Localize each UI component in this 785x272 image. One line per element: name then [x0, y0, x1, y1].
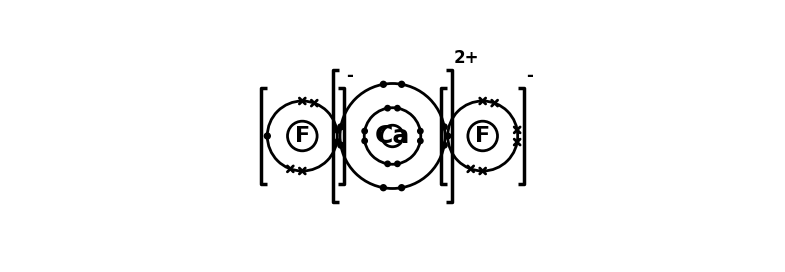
Circle shape — [395, 106, 400, 111]
Circle shape — [381, 81, 386, 87]
Circle shape — [385, 161, 390, 166]
Text: F: F — [475, 126, 491, 146]
Circle shape — [441, 142, 447, 148]
Circle shape — [362, 138, 367, 144]
Circle shape — [399, 185, 404, 191]
Circle shape — [362, 128, 367, 134]
Circle shape — [338, 142, 344, 148]
Circle shape — [381, 185, 386, 191]
Text: Ca: Ca — [374, 124, 411, 148]
Text: F: F — [294, 126, 310, 146]
Circle shape — [445, 133, 451, 139]
Circle shape — [441, 124, 447, 130]
Circle shape — [395, 161, 400, 166]
Text: -: - — [346, 67, 353, 85]
Circle shape — [399, 81, 404, 87]
Text: 2+: 2+ — [454, 49, 480, 67]
Circle shape — [385, 106, 390, 111]
Circle shape — [265, 133, 270, 139]
Circle shape — [418, 138, 423, 144]
Circle shape — [338, 124, 344, 130]
Circle shape — [418, 128, 423, 134]
Text: -: - — [527, 67, 534, 85]
